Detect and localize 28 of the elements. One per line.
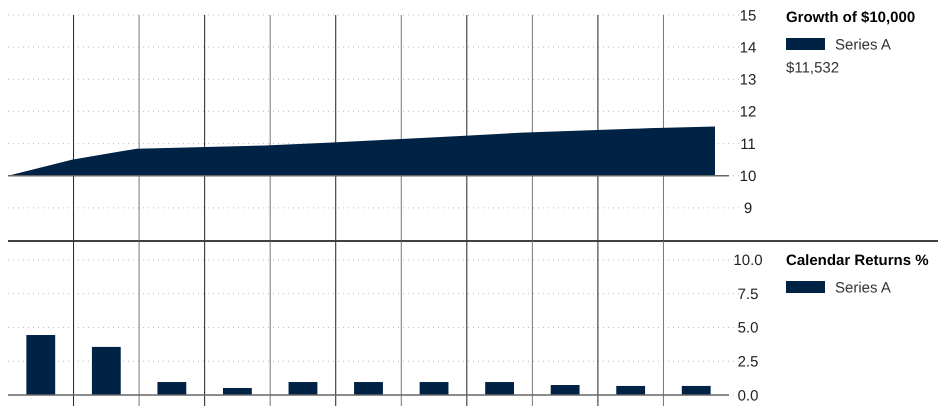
- bar: [92, 346, 121, 395]
- y-tick-label: 7.5: [738, 286, 758, 303]
- y-tick-label: 13: [740, 72, 756, 89]
- bar: [354, 382, 383, 395]
- text: $11,532: [786, 59, 840, 76]
- y-tick-label: 10.0: [733, 252, 763, 270]
- y-tick-label: 10: [740, 168, 756, 185]
- legend-label: Series A: [835, 36, 891, 54]
- bar: [222, 388, 252, 395]
- bar: [26, 335, 56, 395]
- y-tick-label: 11: [740, 136, 756, 153]
- y-tick-label: 15: [740, 7, 756, 24]
- y-tick-label: 14: [740, 39, 756, 56]
- y-tick-label: 0.0: [738, 387, 758, 404]
- legend-title: Calendar Returns %: [786, 252, 929, 269]
- y-tick-label: 9: [744, 200, 752, 218]
- legend-label: Series A: [835, 279, 891, 296]
- bar: [550, 385, 580, 395]
- legend-title: Growth of $10,000: [786, 9, 916, 26]
- y-tick-label: 12: [740, 104, 756, 121]
- bar: [682, 386, 711, 395]
- y-tick-label: 5.0: [738, 320, 758, 337]
- bar: [157, 382, 186, 395]
- bar: [485, 382, 514, 395]
- bar: [616, 386, 646, 395]
- bar: [288, 382, 318, 395]
- y-tick-label: 2.5: [738, 353, 758, 370]
- bar: [420, 382, 448, 395]
